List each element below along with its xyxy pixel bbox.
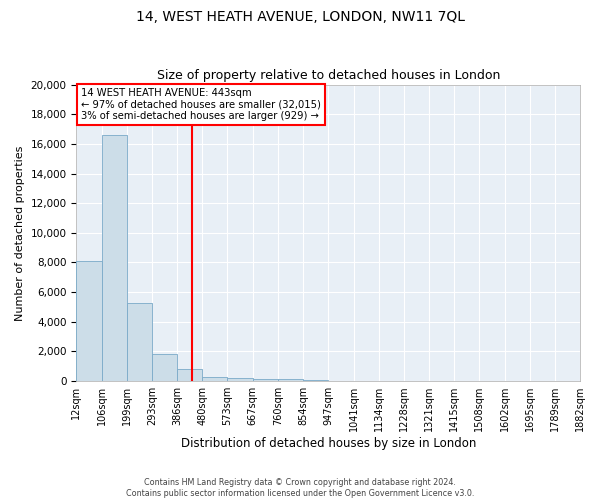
Bar [253,379,278,381]
Bar [278,380,303,381]
Title: Size of property relative to detached houses in London: Size of property relative to detached ho… [157,69,500,82]
Bar [202,377,227,381]
Bar [127,302,152,381]
Text: 14 WEST HEATH AVENUE: 443sqm
← 97% of detached houses are smaller (32,015)
3% of: 14 WEST HEATH AVENUE: 443sqm ← 97% of de… [82,88,322,120]
Text: 14, WEST HEATH AVENUE, LONDON, NW11 7QL: 14, WEST HEATH AVENUE, LONDON, NW11 7QL [136,10,464,24]
Y-axis label: Number of detached properties: Number of detached properties [15,145,25,320]
Bar [303,380,328,381]
Text: Contains HM Land Registry data © Crown copyright and database right 2024.
Contai: Contains HM Land Registry data © Crown c… [126,478,474,498]
Bar [152,354,177,381]
Bar [76,261,102,381]
Bar [177,369,202,381]
Bar [102,135,127,381]
Bar [227,378,253,381]
X-axis label: Distribution of detached houses by size in London: Distribution of detached houses by size … [181,437,476,450]
